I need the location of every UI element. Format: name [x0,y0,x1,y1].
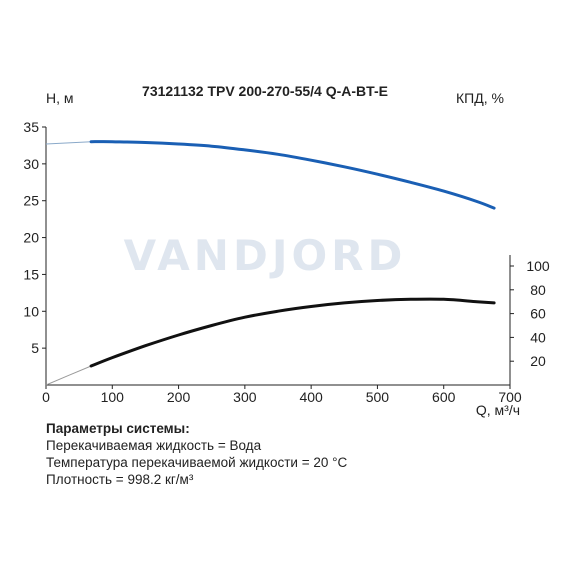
y-left-tick-label: 10 [23,303,39,319]
head-curve-extension [45,141,92,145]
x-axis-label: Q, м³/ч [476,402,520,418]
param-temperature: Температура перекачиваемой жидкости = 20… [46,455,348,470]
efficiency-curve-line [89,297,496,368]
x-tick-label: 100 [101,389,125,405]
y-left-tick-label: 15 [23,266,39,282]
y-right-tick-label: 20 [530,353,546,369]
x-tick-label: 600 [432,389,456,405]
y-left-tick-label: 35 [23,119,39,135]
x-tick-label: 200 [167,389,191,405]
y-right-tick-label: 100 [526,258,550,274]
watermark-logo: VANDJORD [124,231,407,280]
y-right-axis-label: КПД, % [456,90,504,106]
x-tick-label: 700 [498,389,522,405]
x-tick-label: 500 [366,389,390,405]
x-tick-label: 400 [299,389,323,405]
param-density: Плотность = 998.2 кг/м³ [46,472,194,487]
y-left-tick-label: 25 [23,193,39,209]
y-left-axis-label: H, м [46,90,74,106]
pump-curve-chart: VANDJORD 0 100 200 300 400 500 600 700 5 10 15 20 25… [23,83,549,418]
chart-title: 73121132 TPV 200-270-55/4 Q-A-BT-E [142,83,388,99]
x-tick-label: 0 [42,389,50,405]
y-right-tick-label: 80 [530,282,546,298]
param-liquid: Перекачиваемая жидкость = Вода [46,438,262,453]
y-right-tick-label: 40 [530,329,546,345]
axes: 0 100 200 300 400 500 600 700 5 10 15 20 25 30 35 20 40 6… [23,119,549,405]
system-parameters: Параметры системы: Перекачиваемая жидкос… [46,420,347,488]
params-heading: Параметры системы: [46,421,190,436]
x-tick-label: 300 [233,389,257,405]
head-curve-line [89,140,496,210]
efficiency-curve-extension [45,365,92,386]
y-left-tick-label: 30 [23,156,39,172]
curves [45,140,496,386]
y-right-tick-label: 60 [530,306,546,322]
y-left-tick-label: 5 [31,340,39,356]
y-left-tick-label: 20 [23,230,39,246]
